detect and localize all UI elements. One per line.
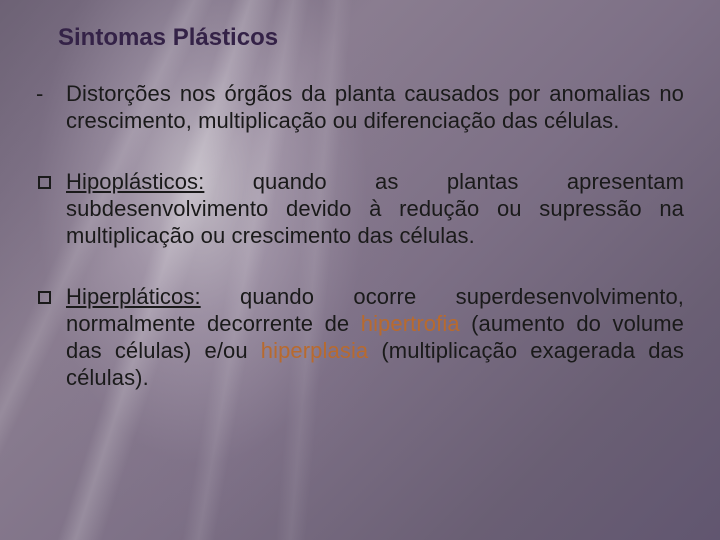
list-item-text: Hipoplásticos: quando as plantas apresen… (66, 168, 684, 249)
list-item: -Distorções nos órgãos da planta causado… (36, 80, 684, 134)
square-bullet-icon (36, 283, 66, 391)
content-list: -Distorções nos órgãos da planta causado… (36, 80, 684, 391)
square-bullet-icon (36, 168, 66, 249)
list-item: Hiperpláticos: quando ocorre superdesenv… (36, 283, 684, 391)
list-item: Hipoplásticos: quando as plantas apresen… (36, 168, 684, 249)
slide-title: Sintomas Plásticos (58, 24, 684, 52)
list-item-text: Hiperpláticos: quando ocorre superdesenv… (66, 283, 684, 391)
slide: Sintomas Plásticos -Distorções nos órgão… (0, 0, 720, 540)
dash-bullet-icon: - (36, 80, 66, 134)
list-item-text: Distorções nos órgãos da planta causados… (66, 80, 684, 134)
